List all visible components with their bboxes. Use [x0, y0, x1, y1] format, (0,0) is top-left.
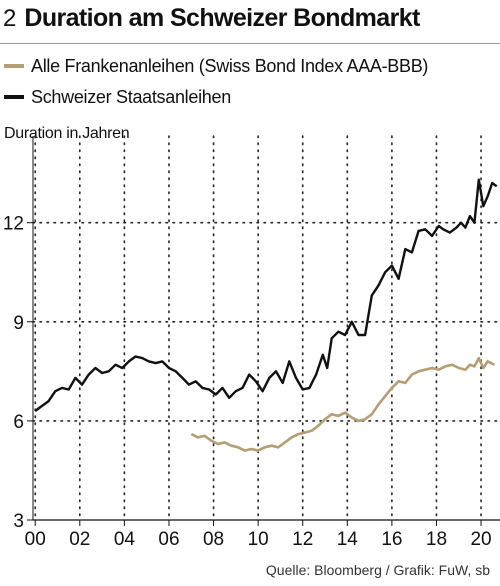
chart-header: 2 Duration am Schweizer Bondmarkt [3, 4, 420, 40]
x-tick-label-04: 04 [114, 529, 136, 550]
x-tick-label-14: 14 [337, 529, 359, 550]
source-note: Quelle: Bloomberg / Grafik: FuW, sb [265, 562, 490, 578]
x-tick-label-06: 06 [158, 529, 179, 550]
legend-swatch-swiss-bond-index [4, 64, 24, 68]
x-tick-label-18: 18 [426, 529, 447, 550]
legend-label-staatsanleihen: Schweizer Staatsanleihen [31, 86, 231, 107]
legend-item-staatsanleihen: Schweizer Staatsanleihen [4, 86, 231, 108]
x-tick-label-20: 20 [470, 529, 491, 550]
x-tick-label-00: 00 [25, 529, 46, 550]
x-tick-label-10: 10 [248, 529, 269, 550]
title-divider [0, 43, 500, 44]
x-tick-label-02: 02 [69, 529, 90, 550]
y-tick-label-9: 9 [13, 313, 24, 334]
x-tick-label-08: 08 [203, 529, 224, 550]
legend-swatch-staatsanleihen [4, 95, 24, 99]
series-line-swiss-bond-index [190, 356, 495, 452]
y-tick-label-3: 3 [13, 511, 24, 532]
legend-item-swiss-bond-index: Alle Frankenanleihen (Swiss Bond Index A… [4, 55, 428, 77]
x-tick-label-16: 16 [381, 529, 402, 550]
y-tick-label-6: 6 [13, 412, 24, 433]
y-tick-label-12: 12 [3, 214, 24, 235]
series-line-staatsanleihen [34, 178, 498, 412]
x-tick-label-12: 12 [292, 529, 313, 550]
chart-number: 2 [3, 5, 17, 32]
chart-title: Duration am Schweizer Bondmarkt [24, 4, 420, 32]
legend-label-swiss-bond-index: Alle Frankenanleihen (Swiss Bond Index A… [31, 55, 429, 76]
